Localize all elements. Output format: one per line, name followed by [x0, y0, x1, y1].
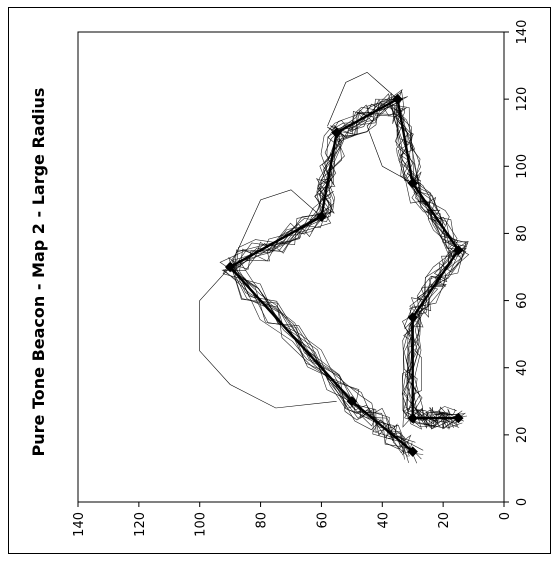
plot-area	[77, 31, 505, 503]
y-tick-label: 20	[515, 427, 530, 444]
beacon-marker	[407, 412, 418, 424]
x-tick-label: 120	[133, 512, 148, 537]
x-tick-label: 140	[72, 512, 87, 537]
y-tick-label: 40	[515, 359, 530, 376]
beacon-marker	[407, 177, 418, 189]
y-tick-label: 0	[515, 498, 530, 506]
y-tick-label: 140	[515, 20, 530, 45]
beacon-marker	[407, 312, 418, 323]
beacon-markers	[224, 93, 464, 457]
trajectory-trace	[229, 189, 322, 268]
trajectory-trace	[228, 96, 468, 454]
y-tick-label: 60	[515, 292, 530, 309]
x-tick-label: 60	[315, 512, 330, 529]
beacon-marker	[346, 396, 358, 407]
beacon-marker	[224, 261, 236, 273]
x-axis: 140 120 100 80 60 40 20 0	[72, 502, 513, 537]
y-tick-label: 80	[515, 225, 530, 242]
y-tick-label: 120	[515, 87, 530, 112]
x-tick-label: 0	[498, 512, 513, 520]
x-tick-label: 40	[376, 512, 391, 529]
beacon-marker	[453, 245, 464, 256]
x-tick-label: 80	[255, 512, 270, 529]
beacon-marker	[331, 127, 342, 138]
x-tick-label: 100	[194, 512, 209, 537]
chart-svg: Pure Tone Beacon - Map 2 - Large Radius …	[29, 20, 530, 537]
x-tick-label: 20	[437, 512, 452, 529]
chart-title: Pure Tone Beacon - Map 2 - Large Radius	[29, 88, 48, 457]
y-tick-label: 100	[515, 154, 530, 179]
beacon-marker	[316, 211, 327, 222]
trajectory-trace	[366, 105, 413, 184]
beacon-marker	[407, 446, 418, 457]
beacon-marker	[392, 93, 403, 105]
y-axis: 0 20 40 60 80 100 120 140	[504, 20, 530, 506]
trajectory-trace	[227, 104, 463, 447]
trajectory-trace	[327, 71, 398, 127]
trajectory-trace	[199, 260, 337, 409]
chart-frame: Pure Tone Beacon - Map 2 - Large Radius …	[8, 7, 551, 554]
beacon-marker	[453, 412, 464, 424]
